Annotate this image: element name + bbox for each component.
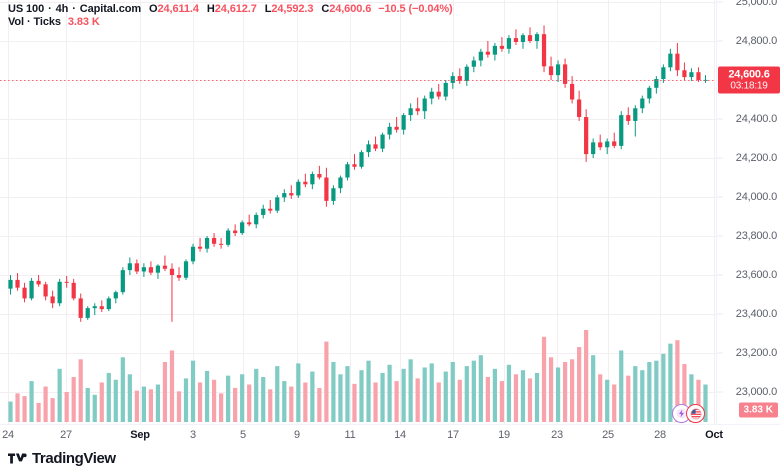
price-tick-dash [717, 40, 723, 42]
price-tick-label: 23,800.0 [735, 230, 777, 242]
time-tick-label: Oct [705, 429, 723, 441]
time-tick-label: 28 [654, 429, 666, 441]
time-tick-label: 23 [551, 429, 563, 441]
tradingview-wordmark: TradingView [32, 449, 116, 467]
time-tick-label: Sep [130, 429, 150, 441]
price-tick-dash [717, 313, 723, 315]
economic-event-markers[interactable] [672, 404, 705, 423]
price-tick-label: 24,000.0 [735, 191, 777, 203]
chart-pane[interactable] [0, 0, 716, 424]
us-flag-icon[interactable] [686, 404, 705, 423]
candlestick-series [8, 25, 708, 422]
price-scale[interactable]: 24,600.6 03:18:19 3.83 K 25,000.0 24,800.… [716, 0, 780, 424]
time-tick-label: 9 [294, 429, 300, 441]
grid-layer [0, 0, 716, 424]
time-tick-label: 11 [344, 429, 356, 441]
current-price-value: 24,600.6 [728, 68, 770, 81]
time-tick-label: 19 [498, 429, 510, 441]
price-tick-dash [717, 157, 723, 159]
price-tick-dash [717, 235, 723, 237]
price-tick-label: 23,400.0 [735, 308, 777, 320]
time-tick-label: 27 [60, 429, 72, 441]
price-tick-dash [717, 118, 723, 120]
price-tick-dash [717, 352, 723, 354]
time-tick-label: 3 [190, 429, 196, 441]
time-tick-label: 17 [447, 429, 459, 441]
footer: TradingView [0, 446, 780, 470]
price-tick-dash [717, 1, 723, 3]
time-scale[interactable]: 24 27 Sep 3 5 9 11 14 17 19 23 25 28 Oct [0, 424, 780, 447]
price-line-overlay [0, 80, 716, 81]
price-tick-label: 23,200.0 [735, 347, 777, 359]
price-tick-label: 24,200.0 [735, 152, 777, 164]
current-price-badge[interactable]: 24,600.6 03:18:19 [718, 66, 780, 94]
tradingview-logo[interactable]: TradingView [8, 450, 116, 467]
lightning-bolt-icon[interactable] [672, 404, 691, 423]
time-tick-label: 14 [394, 429, 406, 441]
price-tick-dash [717, 391, 723, 393]
volume-value-badge: 3.83 K [738, 402, 778, 418]
time-tick-label: 25 [602, 429, 614, 441]
bar-countdown-timer: 03:18:19 [730, 80, 768, 92]
price-tick-label: 24,400.0 [735, 113, 777, 125]
tradingview-logo-icon [8, 452, 27, 463]
price-tick-dash [717, 196, 723, 198]
price-tick-dash [717, 274, 723, 276]
price-tick-label: 24,800.0 [735, 35, 777, 47]
time-tick-label: 5 [240, 429, 246, 441]
price-tick-label: 23,600.0 [735, 269, 777, 281]
price-tick-label: 25,000.0 [735, 0, 777, 8]
price-tick-label: 23,000.0 [735, 386, 777, 398]
time-tick-label: 24 [2, 429, 14, 441]
